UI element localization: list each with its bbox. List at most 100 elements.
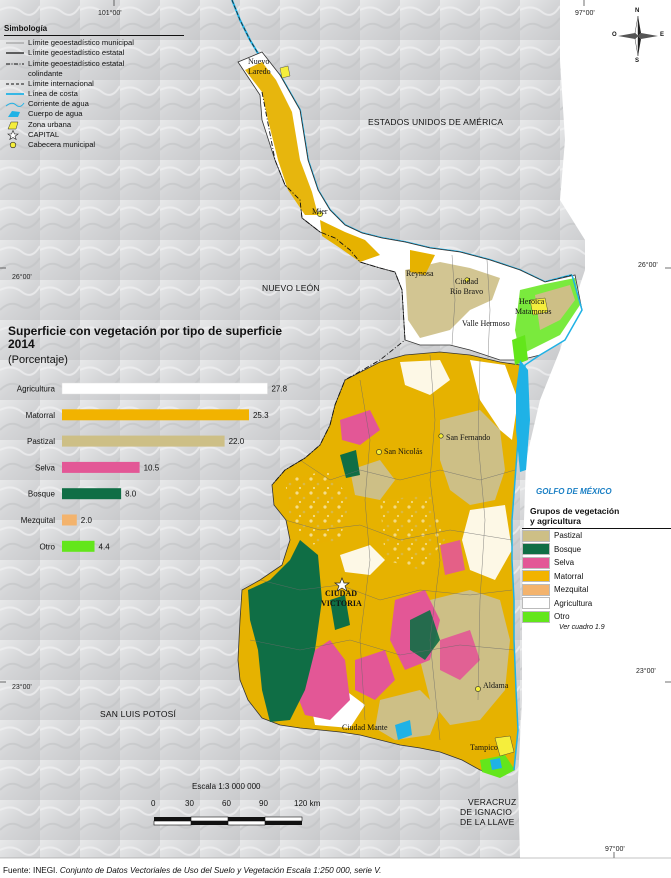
bar	[62, 540, 95, 552]
city-tampico: Tampico	[470, 743, 498, 752]
coord-left-upper: 26°00'	[12, 274, 32, 281]
city-nuevo-laredo-1: Nuevo	[248, 57, 270, 66]
symbology-item: Límite geoestadístico estatal	[6, 48, 125, 58]
city-victoria-2: VICTORIA	[321, 599, 362, 608]
compass-n: N	[635, 8, 640, 14]
bar-value-label: 10.5	[144, 463, 160, 472]
compass-rose-icon	[618, 15, 658, 57]
symbology-item: Límite geoestadístico estatal colindante	[6, 58, 125, 78]
bar-chart: Agricultura 27.8 Matorral 25.3 Pastizal 22.0 S…	[17, 382, 288, 552]
scale-tick: 60	[222, 799, 231, 808]
urban-zones	[279, 65, 549, 757]
vegetation-legend-item: Agricultura	[522, 597, 671, 611]
region-veracruz-3: DE LA LLAVE	[460, 817, 515, 827]
legend-label: Matorral	[554, 571, 584, 581]
city-matamoros-2: Matamoros	[515, 307, 552, 316]
bar-category-label: Matorral	[26, 411, 56, 420]
city-victoria-1: CIUDAD	[325, 589, 357, 598]
vegetation-legend-note: Ver cuadro 1.9	[559, 623, 605, 631]
symbology-item: Cabecera municipal	[4, 140, 184, 150]
scale-tick: 30	[185, 799, 194, 808]
vegetation-legend-item: Matorral	[522, 570, 671, 584]
region-veracruz-2: DE IGNACIO	[460, 807, 513, 817]
vegetation-legend: Grupos de vegetación y agricultura Pasti…	[522, 506, 671, 631]
scale-tick: 120 km	[294, 799, 321, 808]
bar-value-label: 27.8	[271, 385, 287, 394]
bar-value-label: 22.0	[229, 437, 245, 446]
legend-swatch	[522, 529, 550, 542]
legend-swatch	[522, 583, 550, 596]
compass-o: O	[612, 32, 617, 38]
scale-title: Escala 1:3 000 000	[192, 782, 261, 791]
symbology-item: Cuerpo de agua	[4, 109, 184, 119]
city-aldama: Aldama	[483, 681, 509, 690]
city-san-fernando: San Fernando	[446, 433, 491, 442]
city-valle-hermoso: Valle Hermoso	[462, 319, 510, 328]
bar	[62, 409, 249, 421]
bar-category-label: Mezquital	[21, 516, 55, 525]
compass-s: S	[635, 58, 640, 64]
coord-right-upper: 26°00'	[638, 262, 658, 269]
city-san-nicolas: San Nicolás	[384, 447, 423, 456]
laguna-madre	[516, 360, 530, 472]
symbology-item: Línea de costa	[6, 88, 78, 98]
city-nuevo-laredo-2: Laredo	[248, 67, 271, 76]
legend-swatch	[522, 597, 550, 610]
coord-bottom-right: 97°00'	[605, 846, 625, 853]
bar	[61, 382, 268, 395]
source-note: Fuente: INEGI. Conjunto de Datos Vectori…	[3, 866, 382, 875]
region-gulf: GOLFO DE MÉXICO	[536, 487, 612, 496]
bar-value-label: 8.0	[125, 490, 137, 499]
symbology-legend: Simbología Límite geoestadístico municip…	[4, 24, 184, 151]
municipal-seat-markers	[317, 211, 481, 692]
chart-subtitle: (Porcentaje)	[8, 354, 68, 366]
bar-value-label: 25.3	[253, 411, 269, 420]
symbology-item: CAPITAL	[4, 129, 184, 141]
symbology-title: Simbología	[4, 24, 184, 36]
bar	[62, 461, 140, 473]
bar-value-label: 4.4	[99, 542, 111, 551]
coord-top-right: 97°00'	[575, 10, 595, 17]
legend-swatch	[522, 543, 550, 556]
city-rio-bravo-1: Ciudad	[455, 277, 479, 286]
scale-bar	[153, 816, 303, 826]
scale-tick: 90	[259, 799, 268, 808]
legend-label: Pastizal	[554, 531, 583, 541]
coord-left-lower: 23°00'	[12, 684, 32, 691]
bar	[62, 514, 77, 526]
scale-tick: 0	[151, 799, 156, 808]
vegetation-legend-item: Mezquital	[522, 583, 671, 597]
city-rio-bravo-2: Río Bravo	[450, 287, 484, 296]
bar	[62, 435, 225, 447]
legend-label: Agricultura	[554, 598, 593, 608]
city-matamoros-1: Heroica	[519, 297, 545, 306]
legend-label: Bosque	[554, 544, 582, 554]
vegetation-legend-item: Selva	[522, 556, 671, 570]
coord-right-lower: 23°00'	[636, 668, 656, 675]
symbology-item: Límite geoestadístico municipal	[6, 38, 134, 47]
legend-swatch	[522, 610, 550, 623]
symbology-item: Corriente de agua	[4, 99, 184, 109]
legend-label: Mezquital	[554, 585, 589, 595]
region-slp: SAN LUIS POTOSÍ	[100, 709, 177, 719]
bar-category-label: Bosque	[28, 490, 56, 499]
gulf-of-mexico	[518, 0, 671, 858]
compass-e: E	[660, 32, 665, 38]
legend-swatch	[522, 570, 550, 583]
city-mante: Ciudad Mante	[342, 723, 388, 732]
vegetation-legend-item: Bosque	[522, 543, 671, 557]
vegetation-legend-title: Grupos de vegetación y agricultura	[522, 506, 671, 529]
bar	[62, 488, 122, 500]
municipal-boundaries	[249, 254, 516, 741]
legend-label: Otro	[554, 612, 570, 622]
legend-label: Selva	[554, 558, 575, 568]
region-usa: ESTADOS UNIDOS DE AMÉRICA	[368, 117, 504, 127]
vegetation-legend-item: Otro	[522, 610, 671, 624]
chart-title: Superficie con vegetación por tipo de su…	[8, 324, 283, 351]
bar-value-label: 2.0	[81, 516, 93, 525]
symbology-item: Zona urbana	[4, 120, 184, 130]
vegetation-legend-item: Pastizal	[522, 529, 671, 543]
region-veracruz-1: VERACRUZ	[468, 797, 517, 807]
